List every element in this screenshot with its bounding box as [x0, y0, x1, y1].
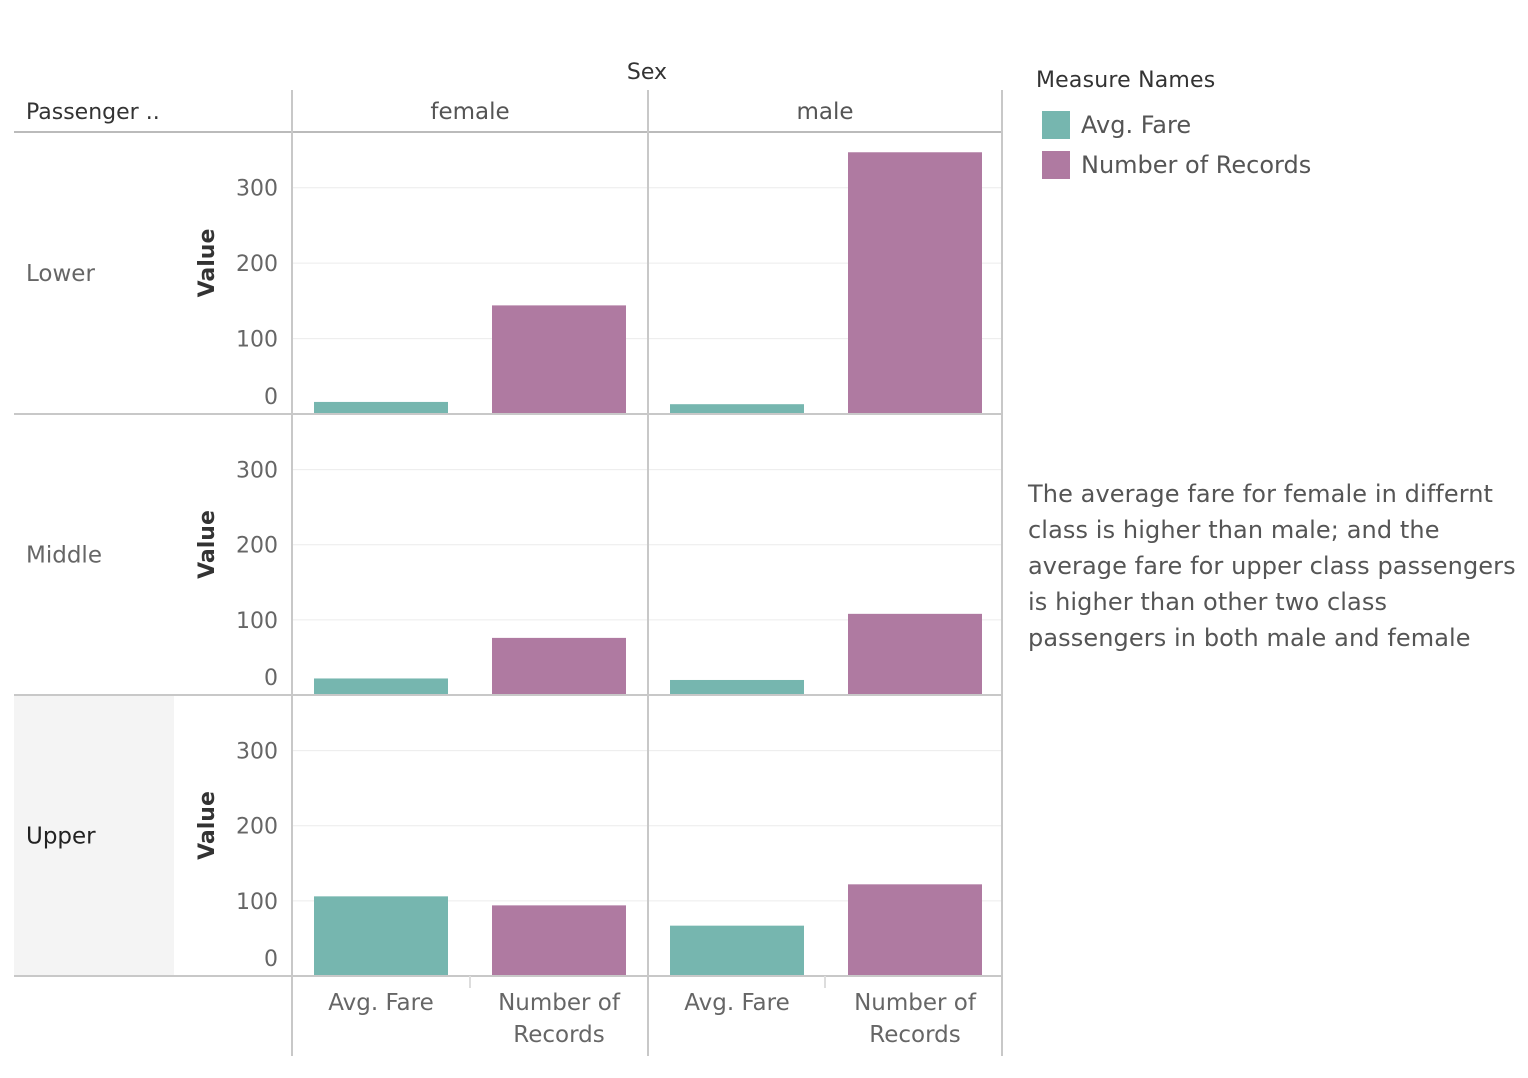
y-tick-label: 300 — [236, 740, 278, 765]
y-axis-title: Value — [195, 510, 220, 579]
y-tick-label: 200 — [236, 534, 278, 559]
x-category-label-number-of-records: Number of — [498, 990, 621, 1016]
bar-upper-female-avg-fare — [314, 896, 448, 976]
y-axis-title: Value — [195, 791, 220, 860]
y-tick-label: 300 — [236, 177, 278, 202]
legend-label-number-of-records: Number of Records — [1081, 151, 1312, 179]
bar-middle-female-avg-fare — [314, 678, 448, 695]
bar-upper-male-avg-fare — [670, 925, 804, 976]
bar-middle-female-number-of-records — [492, 637, 626, 695]
y-tick-label: 300 — [236, 459, 278, 484]
legend: Measure Names Avg. Fare Number of Record… — [1036, 68, 1311, 185]
x-category-label-number-of-records: Records — [513, 1022, 604, 1048]
bar-upper-male-number-of-records — [848, 884, 982, 976]
annotation-text: The average fare for female in differnt … — [1028, 480, 1516, 652]
legend-swatch-number-of-records — [1042, 151, 1070, 179]
row-header-title: Passenger .. — [26, 100, 160, 125]
row-label-lower: Lower — [26, 261, 95, 287]
legend-item-avg-fare[interactable]: Avg. Fare — [1036, 105, 1311, 145]
legend-label-avg-fare: Avg. Fare — [1081, 111, 1192, 139]
bar-lower-female-avg-fare — [314, 401, 448, 414]
bar-middle-male-avg-fare — [670, 679, 804, 695]
row-label-middle: Middle — [26, 543, 102, 569]
legend-swatch-avg-fare — [1042, 111, 1070, 139]
column-label-female: female — [430, 99, 509, 125]
x-category-label-avg-fare: Avg. Fare — [328, 990, 434, 1016]
y-tick-label: 100 — [236, 609, 278, 634]
x-category-label-number-of-records: Number of — [854, 990, 977, 1016]
row-header-highlight — [14, 695, 174, 976]
bar-middle-male-number-of-records — [848, 613, 982, 695]
y-tick-label: 200 — [236, 252, 278, 277]
legend-item-number-of-records[interactable]: Number of Records — [1036, 145, 1311, 185]
y-axis-title: Value — [195, 229, 220, 298]
x-category-label-number-of-records: Records — [869, 1022, 960, 1048]
x-category-label-avg-fare: Avg. Fare — [684, 990, 790, 1016]
y-tick-label: 0 — [264, 947, 278, 972]
row-label-upper: Upper — [26, 824, 96, 850]
column-header-title: Sex — [627, 60, 667, 85]
y-tick-label: 100 — [236, 328, 278, 353]
y-tick-label: 100 — [236, 890, 278, 915]
bar-lower-male-avg-fare — [670, 404, 804, 414]
y-tick-label: 200 — [236, 815, 278, 840]
bar-lower-female-number-of-records — [492, 305, 626, 414]
bar-upper-female-number-of-records — [492, 905, 626, 976]
y-tick-label: 0 — [264, 385, 278, 410]
y-tick-label: 0 — [264, 666, 278, 691]
column-label-male: male — [796, 99, 853, 125]
legend-title: Measure Names — [1036, 68, 1216, 93]
bar-lower-male-number-of-records — [848, 152, 982, 414]
